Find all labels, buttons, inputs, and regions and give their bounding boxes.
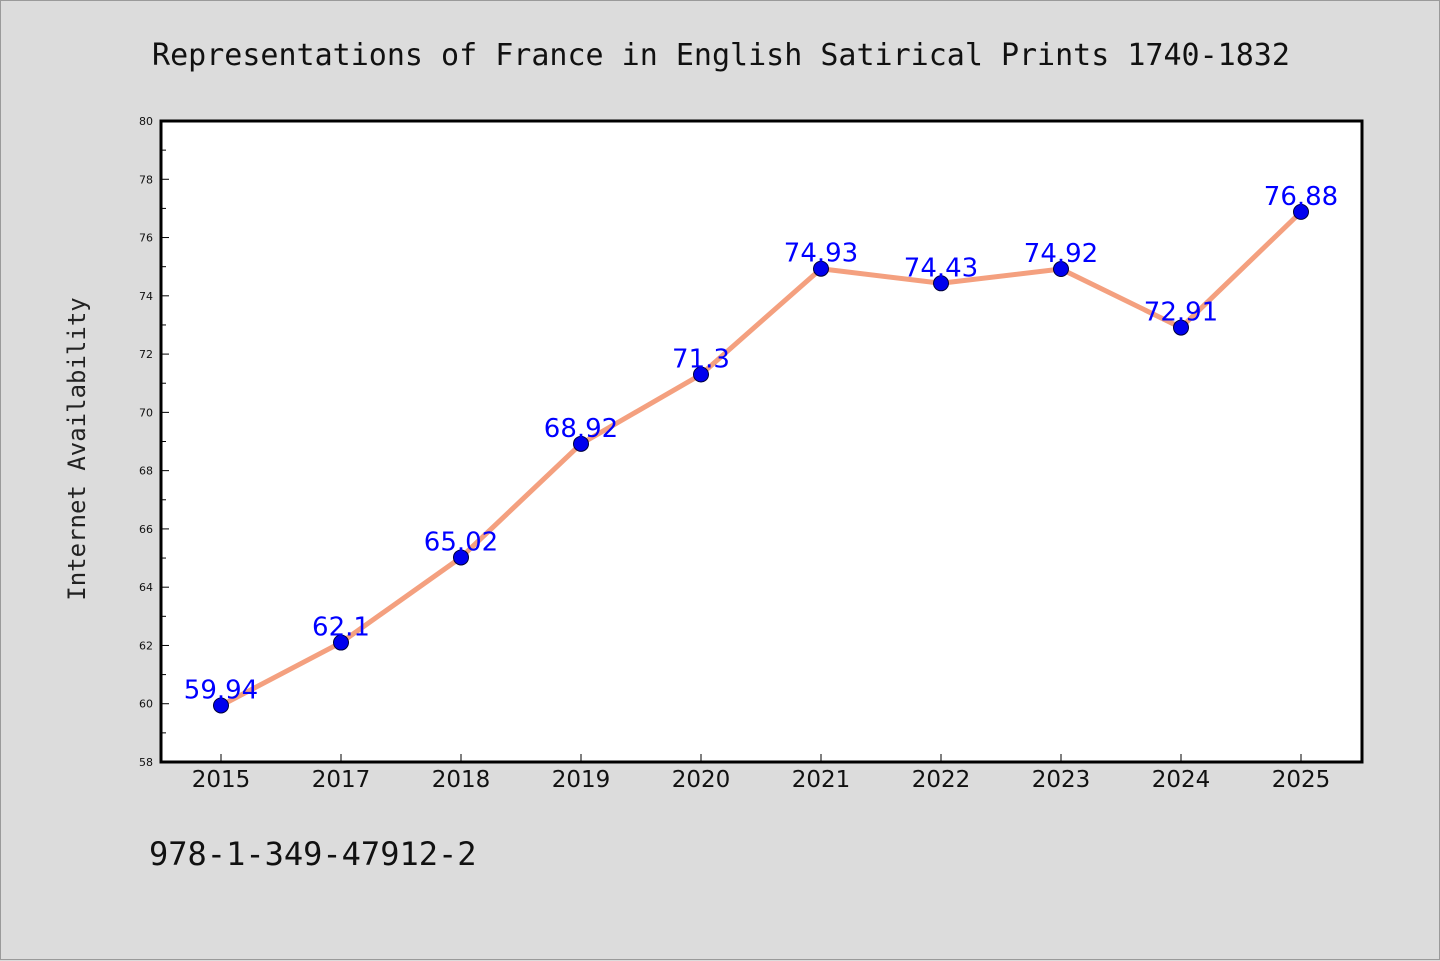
data-point-marker <box>453 549 469 566</box>
y-tick-label: 74 <box>139 290 153 303</box>
y-tick-label: 76 <box>139 232 153 245</box>
y-tick-label: 72 <box>139 348 153 361</box>
data-point-marker <box>693 366 709 383</box>
x-tick-label: 2023 <box>1032 767 1091 793</box>
isbn-footer: 978-1-349-47912-2 <box>149 835 477 873</box>
data-points <box>213 203 1309 714</box>
data-label: 62.1 <box>312 613 370 643</box>
x-tick-label: 2022 <box>912 767 971 793</box>
data-label: 65.02 <box>424 527 498 557</box>
series-line <box>218 209 1304 708</box>
data-label: 59.94 <box>184 675 258 705</box>
x-tick-label: 2019 <box>552 767 611 793</box>
x-tick-label: 2017 <box>312 767 371 793</box>
x-tick-label: 2020 <box>672 767 731 793</box>
data-point-marker <box>573 435 589 452</box>
y-tick-label: 66 <box>139 523 153 536</box>
data-label: 74.43 <box>904 253 978 283</box>
y-tick-label: 68 <box>139 465 153 478</box>
data-label: 72.91 <box>1144 298 1218 328</box>
x-tick-label: 2021 <box>792 767 851 793</box>
data-label: 76.88 <box>1264 182 1338 212</box>
y-tick-label: 58 <box>139 756 153 769</box>
series-line-group <box>218 209 1304 708</box>
x-axis-ticks: 2015 2017 2018 2019 2020 2021 2022 2023 2024 2025 <box>192 754 1331 793</box>
x-tick-label: 2025 <box>1272 767 1331 793</box>
data-point-marker <box>213 697 229 714</box>
x-tick-label: 2024 <box>1152 767 1211 793</box>
data-label: 71.3 <box>672 344 730 374</box>
y-tick-label: 78 <box>139 173 153 186</box>
y-tick-label: 60 <box>139 698 153 711</box>
y-tick-label: 80 <box>139 115 153 128</box>
y-axis-label: Internet Availability <box>63 297 91 600</box>
y-tick-label: 64 <box>139 581 153 594</box>
data-point-marker <box>1293 203 1309 220</box>
chart-title: Representations of France in English Sat… <box>152 38 1290 73</box>
data-point-marker <box>333 634 349 651</box>
plot-area <box>159 119 1364 764</box>
data-point-marker <box>1173 319 1189 336</box>
data-point-marker <box>1053 261 1069 278</box>
data-label: 68.92 <box>544 414 618 444</box>
data-label: 74.93 <box>784 239 858 269</box>
y-tick-label: 62 <box>139 639 153 652</box>
data-label: 74.92 <box>1024 239 1098 269</box>
data-point-marker <box>813 260 829 277</box>
x-tick-label: 2015 <box>192 767 251 793</box>
y-tick-label: 70 <box>139 406 153 419</box>
data-labels: 59.94 62.1 65.02 68.92 71.3 74.93 74.43 74.92 72… <box>184 182 1338 706</box>
x-tick-label: 2018 <box>432 767 491 793</box>
data-point-marker <box>933 275 949 292</box>
y-axis-ticks: 58 60 62 64 66 68 70 72 74 76 78 80 <box>139 115 169 769</box>
